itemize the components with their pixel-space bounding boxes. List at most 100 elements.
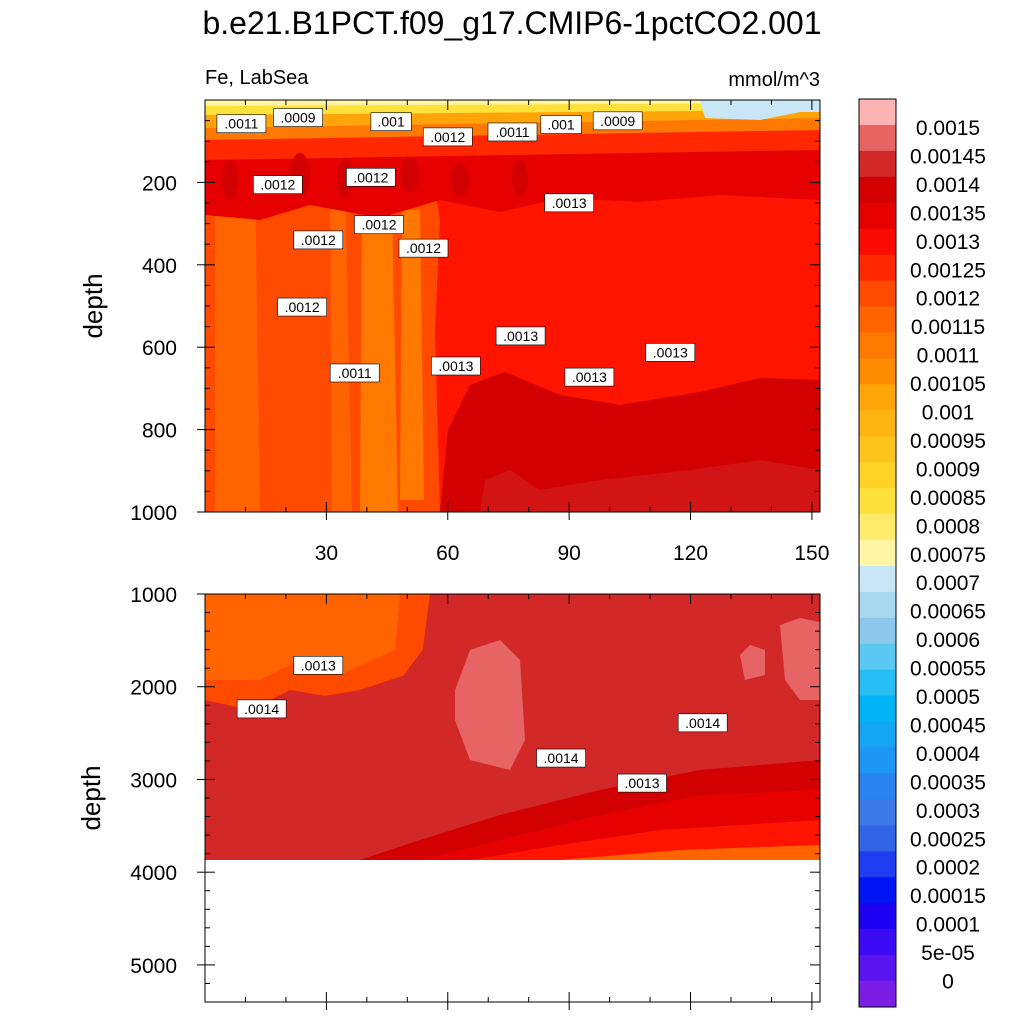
svg-text:.001: .001 bbox=[547, 117, 574, 133]
colorbar-label: 0.0006 bbox=[916, 629, 980, 652]
colorbar-label: 0.0003 bbox=[916, 800, 980, 823]
upper-contour-labels: .0011 .0009 .001 .0012 .0011 .001 .0009 .0012 .0… bbox=[216, 108, 696, 387]
colorbar-swatch bbox=[859, 332, 896, 359]
colorbar-label: 5e-05 bbox=[921, 942, 975, 965]
svg-text:.0013: .0013 bbox=[572, 369, 607, 385]
contour-label: .0011 bbox=[329, 363, 380, 383]
colorbar-label: 0.00135 bbox=[910, 202, 986, 225]
contour-label: .0012 bbox=[293, 230, 344, 250]
y-tick-label: 5000 bbox=[130, 955, 177, 978]
svg-text:.0014: .0014 bbox=[685, 715, 720, 731]
contour-label: .0013 bbox=[293, 656, 344, 675]
x-tick-label: 120 bbox=[673, 542, 708, 565]
colorbar-label: 0.0007 bbox=[916, 572, 980, 595]
svg-text:.0009: .0009 bbox=[281, 110, 316, 126]
colorbar-swatch bbox=[859, 358, 896, 385]
colorbar-label: 0.0015 bbox=[916, 117, 980, 140]
colorbar-label: 0.0011 bbox=[917, 345, 980, 368]
colorbar-swatch bbox=[859, 643, 896, 671]
colorbar-swatch bbox=[859, 773, 896, 800]
contour-label: .0013 bbox=[645, 343, 696, 362]
svg-text:.0014: .0014 bbox=[244, 701, 279, 717]
y-tick-label: 1000 bbox=[130, 502, 177, 525]
svg-text:.0013: .0013 bbox=[653, 344, 688, 360]
colorbar-label: 0.00085 bbox=[910, 487, 986, 510]
colorbar-swatch bbox=[859, 955, 896, 982]
left-string: Fe, LabSea bbox=[205, 67, 309, 89]
colorbar-label: 0 bbox=[942, 971, 954, 994]
svg-text:.0012: .0012 bbox=[353, 169, 388, 185]
colorbar-label: 0.00055 bbox=[910, 658, 986, 681]
colorbar-swatch bbox=[859, 254, 896, 282]
x-tick-label: 90 bbox=[557, 542, 580, 565]
contour-label: .0012 bbox=[398, 238, 449, 258]
svg-text:.0012: .0012 bbox=[301, 232, 336, 248]
y-tick-label: 200 bbox=[142, 172, 177, 195]
colorbar-swatch bbox=[859, 436, 896, 463]
colorbar-label: 0.00035 bbox=[910, 771, 986, 794]
contour-label: .001 bbox=[540, 115, 582, 134]
svg-text:.001: .001 bbox=[377, 114, 404, 130]
svg-text:.0013: .0013 bbox=[301, 657, 336, 673]
contour-label: .0013 bbox=[564, 367, 615, 387]
colorbar-swatch bbox=[859, 410, 896, 437]
lower-axis-text: 1000 2000 3000 4000 5000 bbox=[130, 584, 177, 978]
svg-text:.0011: .0011 bbox=[496, 124, 530, 140]
colorbar-label: 0.0002 bbox=[916, 857, 980, 880]
colorbar-swatch bbox=[859, 591, 896, 619]
svg-text:.0013: .0013 bbox=[624, 775, 659, 791]
contour-label: .001 bbox=[370, 112, 412, 131]
upper-contour-field bbox=[205, 100, 820, 512]
x-tick-label: 150 bbox=[794, 542, 829, 565]
colorbar-swatch bbox=[859, 617, 896, 645]
colorbar-label: 0.0001 bbox=[916, 914, 980, 937]
colorbar-label: 0.0012 bbox=[916, 288, 980, 311]
upper-axes bbox=[197, 99, 821, 520]
contour-label: .0014 bbox=[536, 748, 586, 768]
colorbar-swatch bbox=[859, 851, 896, 878]
contour-label: .0014 bbox=[236, 699, 287, 719]
colorbar-swatch bbox=[859, 565, 896, 593]
colorbar-swatch bbox=[859, 747, 896, 775]
contour-label: .0012 bbox=[253, 175, 303, 194]
colorbar-swatch bbox=[859, 306, 896, 333]
colorbar-swatch bbox=[859, 488, 896, 515]
colorbar-swatch bbox=[859, 384, 896, 411]
y-tick-label: 1000 bbox=[130, 584, 177, 607]
colorbar-swatch bbox=[859, 669, 896, 697]
contour-label: .0012 bbox=[277, 297, 327, 317]
colorbar-swatch bbox=[859, 228, 896, 256]
colorbar-swatch bbox=[859, 99, 896, 126]
colorbar-label: 0.0014 bbox=[916, 174, 981, 197]
y-tick-label: 800 bbox=[142, 420, 177, 443]
contour-label: .0011 bbox=[487, 122, 538, 142]
svg-text:.0011: .0011 bbox=[224, 116, 258, 132]
svg-text:.0012: .0012 bbox=[361, 217, 396, 233]
lower-contour-labels: .0013 .0014 .0014 .0014 .0013 bbox=[236, 656, 728, 793]
svg-text:.0013: .0013 bbox=[552, 195, 587, 211]
svg-text:.0014: .0014 bbox=[544, 750, 579, 766]
colorbar-swatch bbox=[859, 124, 896, 152]
contour-label: .0009 bbox=[592, 111, 643, 131]
y-tick-label: 600 bbox=[142, 337, 177, 360]
contour-label: .0012 bbox=[346, 167, 396, 187]
colorbar-label: 0.00105 bbox=[910, 373, 986, 396]
colorbar-label: 0.0013 bbox=[916, 231, 980, 254]
lower-axes bbox=[197, 593, 821, 1010]
svg-text:.0012: .0012 bbox=[406, 240, 441, 256]
colorbar-label: 0.00125 bbox=[910, 259, 986, 282]
colorbar-label: 0.00145 bbox=[910, 145, 986, 168]
y-tick-label: 2000 bbox=[130, 677, 177, 700]
colorbar-swatch bbox=[859, 540, 896, 567]
colorbar-swatch bbox=[859, 981, 896, 1008]
colorbar-swatch bbox=[859, 462, 896, 489]
contour-label: .0009 bbox=[273, 108, 323, 127]
contour-label: .0014 bbox=[677, 713, 728, 733]
svg-text:.0013: .0013 bbox=[438, 358, 473, 374]
x-tick-label: 30 bbox=[315, 542, 338, 565]
upper-ylabel: depth bbox=[78, 273, 108, 338]
colorbar-swatch bbox=[859, 903, 896, 930]
svg-text:.0013: .0013 bbox=[503, 328, 538, 344]
contour-label: .0013 bbox=[617, 773, 667, 793]
